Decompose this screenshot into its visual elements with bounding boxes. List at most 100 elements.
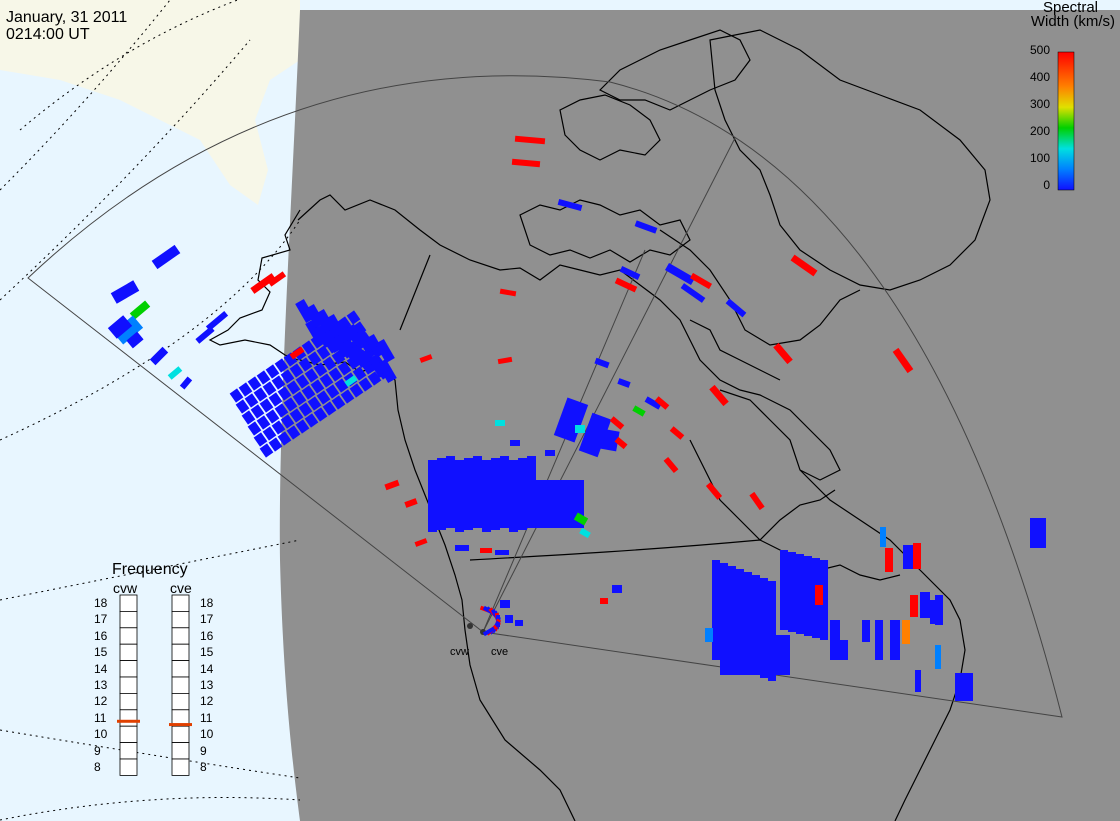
frequency-box	[171, 627, 190, 645]
echo-cell	[286, 425, 301, 440]
echo-cell	[890, 620, 900, 660]
echo-cell	[446, 510, 455, 519]
echo-cell	[752, 575, 760, 675]
frequency-box	[119, 742, 138, 760]
frequency-scale-left-12: 12	[94, 694, 108, 709]
echo-cell	[560, 512, 568, 520]
echo-cell	[736, 569, 744, 669]
echo-cell	[544, 496, 552, 504]
echo-cell	[262, 426, 277, 441]
echo-cell	[491, 521, 500, 530]
echo-cell	[428, 469, 437, 478]
echo-cell	[428, 478, 437, 487]
echo-cell	[725, 298, 747, 318]
echo-cell	[644, 396, 662, 410]
echo-cell	[313, 407, 328, 422]
echo-cell	[830, 620, 840, 660]
frequency-scale-right-14: 14	[200, 661, 214, 676]
echo-cell	[437, 467, 446, 476]
echo-cell	[576, 520, 584, 528]
echo-cell	[689, 272, 713, 290]
echo-cell	[632, 405, 646, 417]
echo-cell	[568, 512, 576, 520]
frequency-scale-left-10: 10	[94, 727, 108, 742]
echo-cell	[560, 504, 568, 512]
echo-cell	[428, 487, 437, 496]
echo-cell	[250, 273, 276, 294]
echo-cell	[455, 514, 464, 523]
frequency-scale-right-8: 8	[200, 760, 207, 774]
echo-cell	[544, 512, 552, 520]
echo-cell	[491, 467, 500, 476]
echo-cell	[749, 491, 765, 511]
echo-cell	[250, 404, 265, 419]
echo-cell	[307, 351, 322, 366]
echo-cell	[663, 456, 679, 474]
echo-cell	[520, 520, 528, 528]
echo-cell	[304, 413, 319, 428]
frequency-box	[119, 725, 138, 744]
echo-cell	[267, 271, 287, 287]
echo-cell	[455, 496, 464, 505]
echo-cell	[301, 340, 316, 355]
echo-cell	[437, 494, 446, 503]
frequency-box	[119, 709, 138, 727]
echo-cell	[920, 592, 930, 618]
colorbar-tick-500: 500	[1029, 43, 1050, 57]
echo-cell	[902, 620, 910, 644]
frequency-scale-right-15: 15	[200, 645, 214, 660]
echo-cell	[289, 363, 304, 378]
echo-cell	[437, 485, 446, 494]
echo-cell	[455, 478, 464, 487]
frequency-marker-cvw	[117, 719, 140, 723]
echo-cell	[179, 376, 193, 390]
echo-cell	[437, 503, 446, 512]
echo-cell	[247, 421, 262, 436]
echo-cell	[464, 494, 473, 503]
echo-cell	[295, 374, 310, 389]
frequency-marker-cve	[169, 723, 192, 727]
echo-cell	[634, 220, 658, 234]
echo-cell	[509, 487, 518, 496]
echo-cell	[573, 512, 589, 526]
echo-cell	[509, 523, 518, 532]
echo-cell	[298, 402, 313, 417]
echo-cell	[455, 545, 469, 551]
echo-cell	[473, 510, 482, 519]
echo-cell	[271, 420, 286, 435]
echo-cell	[473, 474, 482, 483]
echo-cell	[482, 523, 491, 532]
echo-cell	[277, 431, 292, 446]
echo-cell	[552, 480, 560, 488]
frequency-scale-left-14: 14	[94, 661, 108, 676]
echo-cell	[880, 527, 886, 547]
echo-cell	[885, 548, 893, 572]
echo-cell	[238, 382, 253, 397]
echo-cell	[528, 496, 536, 504]
echo-cell	[367, 371, 382, 386]
echo-cell	[935, 645, 941, 669]
echo-cell	[262, 381, 277, 396]
echo-cell	[536, 488, 544, 496]
echo-cell	[903, 545, 915, 569]
echo-cell	[482, 469, 491, 478]
echo-cell	[491, 485, 500, 494]
echo-cell	[744, 572, 752, 672]
echo-cell	[455, 460, 464, 469]
echo-cell	[464, 476, 473, 485]
echo-cell	[497, 356, 513, 365]
echo-cell	[930, 600, 938, 624]
echo-cell	[419, 354, 433, 363]
frequency-box	[171, 611, 190, 629]
colorbar-title-line1: Spectral	[1042, 0, 1098, 16]
echo-cell	[491, 458, 500, 467]
frequency-box	[171, 643, 190, 662]
echo-cell	[520, 480, 528, 488]
echo-cell	[560, 520, 568, 528]
echo-cell	[316, 345, 331, 360]
echo-cell	[259, 398, 274, 413]
echo-cell	[274, 403, 289, 418]
echo-cell	[334, 378, 349, 393]
echo-cell	[935, 595, 943, 625]
